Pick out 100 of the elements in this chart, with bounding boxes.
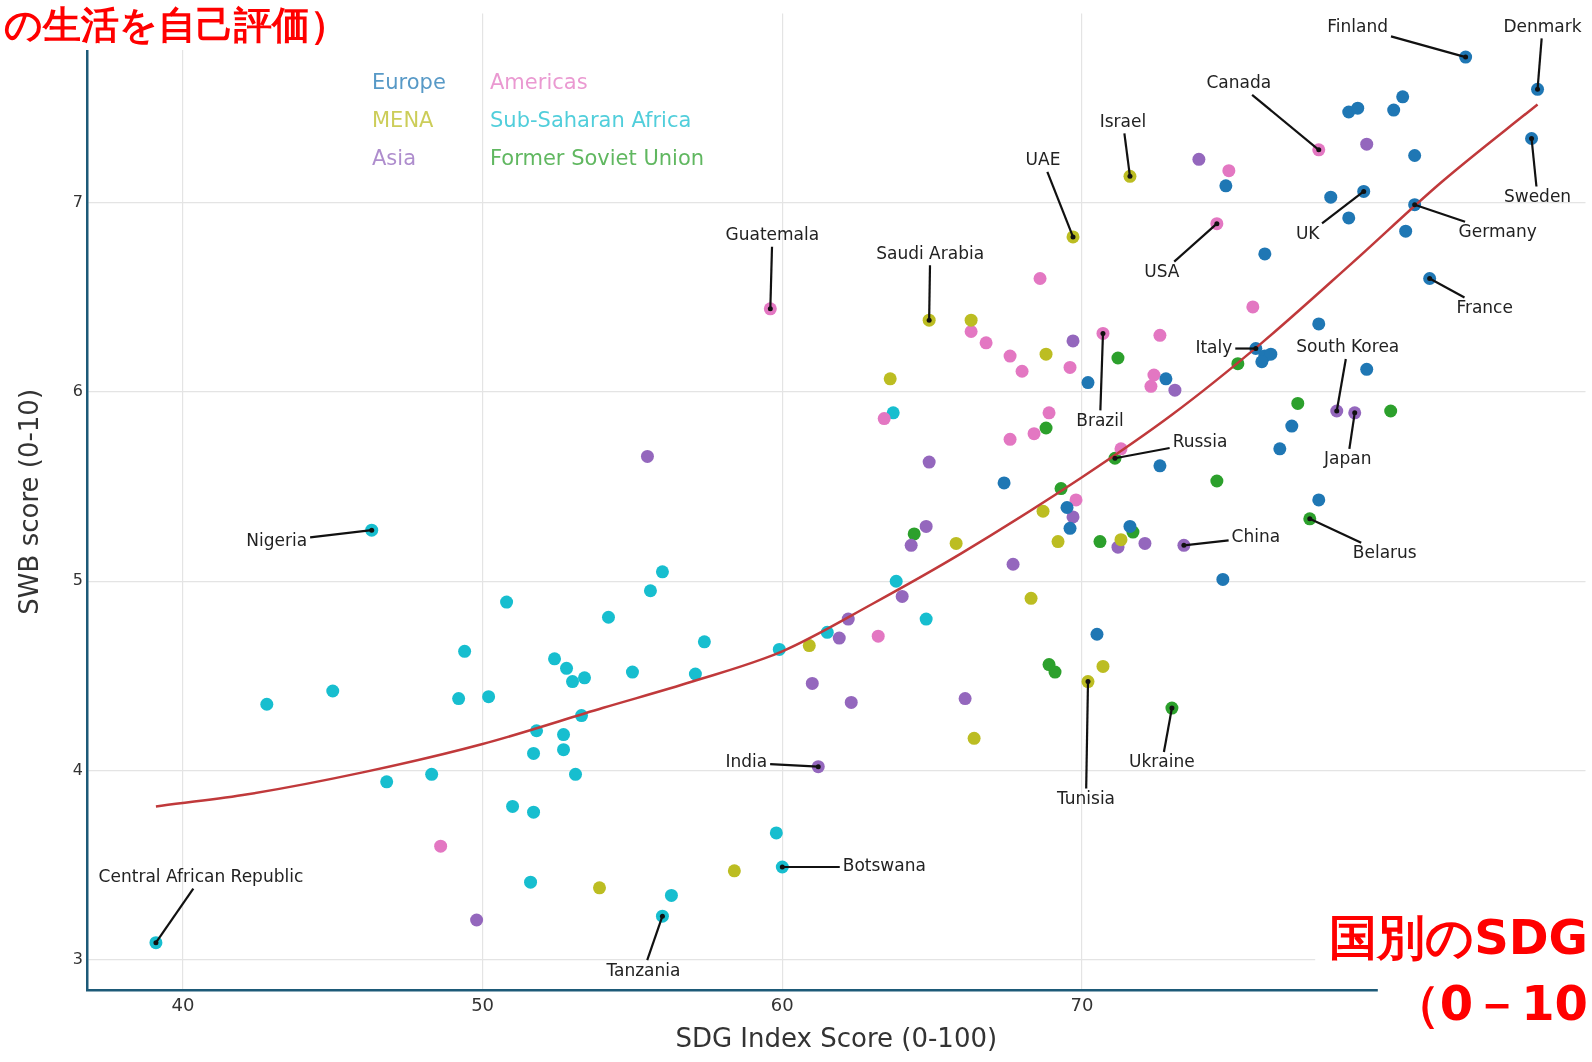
point [1090, 627, 1104, 641]
point [380, 775, 394, 789]
point [524, 875, 538, 889]
annotation: Germany [1458, 221, 1537, 242]
point [805, 676, 819, 690]
annotation: Belarus [1352, 542, 1417, 563]
point [326, 684, 340, 698]
point [1168, 383, 1182, 397]
y-tick-label: 6 [72, 381, 83, 401]
text: MENA [372, 108, 435, 133]
y-tick-label: 3 [72, 948, 83, 968]
point [1027, 427, 1041, 441]
point [1039, 421, 1053, 435]
point [1219, 179, 1233, 193]
point [964, 313, 978, 327]
text: Sub-Saharan Africa [490, 108, 692, 133]
point [601, 610, 615, 624]
point [895, 589, 909, 603]
point [569, 767, 583, 781]
point [566, 675, 580, 689]
point [1144, 379, 1158, 393]
x-axis-title: SDG Index Score (0-100) [675, 1023, 998, 1054]
point [560, 661, 574, 675]
point [1063, 360, 1077, 374]
annotation: Brazil [1076, 409, 1124, 430]
point [1024, 591, 1038, 605]
point [1258, 247, 1272, 261]
annotation: Sweden [1503, 185, 1572, 206]
point [1096, 659, 1110, 673]
x-tick-label: 50 [471, 994, 495, 1016]
point [1066, 334, 1080, 348]
annotation: 国別のSDG [1329, 909, 1588, 966]
point [1399, 224, 1413, 238]
point [871, 629, 885, 643]
point [844, 695, 858, 709]
point [1396, 90, 1410, 104]
point [1246, 300, 1260, 314]
point [979, 336, 993, 350]
annotation: India [725, 751, 768, 772]
point [688, 667, 702, 681]
point [578, 671, 591, 685]
point [967, 731, 981, 745]
point [452, 692, 466, 706]
point [1342, 211, 1356, 225]
annotation: Guatemala [725, 224, 820, 245]
annotation: USA [1144, 261, 1180, 282]
x-tick-label: 70 [1070, 994, 1094, 1016]
y-tick-label: 5 [72, 570, 83, 590]
point [1153, 459, 1167, 473]
point [557, 728, 571, 742]
point [1255, 355, 1269, 369]
point [1264, 347, 1278, 361]
annotation: Saudi Arabia [876, 242, 985, 263]
point [643, 584, 657, 598]
annotation: Russia [1172, 430, 1228, 451]
point [1159, 372, 1173, 386]
point [1360, 362, 1374, 376]
point [1036, 504, 1050, 518]
annotation: Canada [1206, 72, 1272, 93]
annotation: Japan [1323, 448, 1372, 469]
point [727, 864, 741, 878]
point [655, 565, 669, 579]
annotation: Ukraine [1129, 751, 1195, 772]
point [1291, 396, 1305, 410]
point [997, 476, 1011, 490]
point [1312, 317, 1326, 331]
y-tick-label: 7 [72, 191, 83, 211]
annotation: Denmark [1503, 15, 1582, 36]
point [949, 536, 963, 550]
x-tick-label: 60 [770, 994, 794, 1016]
point [506, 799, 520, 813]
annotation: の生活を自己評価） [4, 2, 348, 47]
point [1351, 101, 1365, 115]
annotation: China [1231, 525, 1281, 546]
point [1060, 500, 1074, 514]
point [527, 746, 541, 760]
point [1081, 376, 1095, 390]
point [1147, 368, 1161, 382]
point [1003, 432, 1017, 446]
point [640, 449, 654, 463]
point [470, 913, 484, 927]
point [548, 652, 562, 666]
point [1069, 493, 1083, 507]
point [500, 595, 514, 609]
point [557, 743, 571, 757]
point [832, 631, 846, 645]
point [1111, 351, 1125, 365]
point [1042, 406, 1056, 420]
point [769, 826, 783, 840]
point [425, 767, 439, 781]
point [527, 805, 541, 819]
point [625, 665, 639, 679]
point [1387, 103, 1401, 117]
annotation: Italy [1195, 336, 1233, 357]
annotation: Central African Republic [98, 866, 304, 887]
text: Asia [372, 146, 417, 171]
point [260, 697, 274, 711]
point [1273, 442, 1287, 456]
annotation: Israel [1099, 110, 1147, 131]
point [1360, 137, 1374, 151]
